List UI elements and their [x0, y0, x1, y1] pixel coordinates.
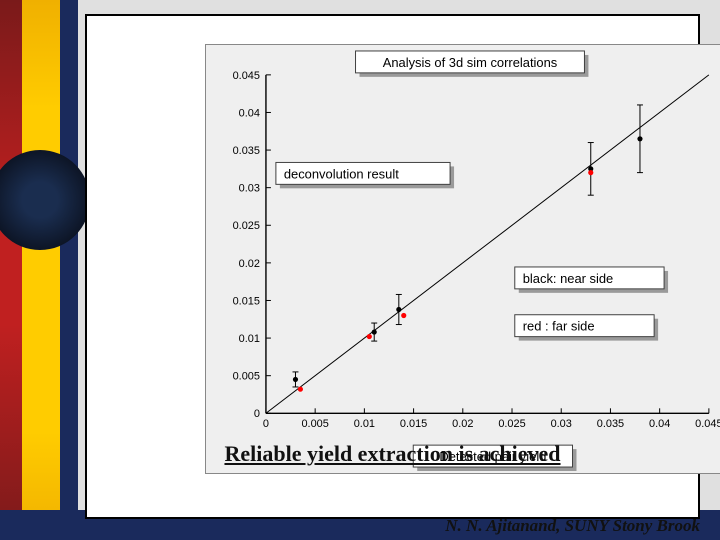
slide: Analysis of 3d sim correlations 0 0.005 0.… — [0, 0, 720, 540]
svg-text:0.035: 0.035 — [597, 418, 624, 430]
svg-text:0.02: 0.02 — [452, 418, 473, 430]
svg-text:0.04: 0.04 — [239, 107, 260, 119]
correlation-chart: Analysis of 3d sim correlations 0 0.005 0.… — [205, 44, 720, 474]
svg-text:0: 0 — [263, 418, 269, 430]
svg-text:0.02: 0.02 — [239, 258, 260, 270]
svg-text:0.045: 0.045 — [695, 418, 720, 430]
svg-text:0.035: 0.035 — [233, 145, 260, 157]
chart-svg: Analysis of 3d sim correlations 0 0.005 0.… — [206, 45, 720, 473]
svg-text:0.045: 0.045 — [233, 70, 260, 82]
chart-title: Analysis of 3d sim correlations — [383, 55, 558, 70]
decor-red-stripe — [0, 0, 22, 540]
svg-text:0.025: 0.025 — [233, 220, 260, 232]
legend-near: black: near side — [523, 271, 614, 286]
svg-text:0.025: 0.025 — [498, 418, 525, 430]
svg-text:0.015: 0.015 — [400, 418, 427, 430]
svg-text:0.04: 0.04 — [649, 418, 670, 430]
svg-text:0.005: 0.005 — [233, 371, 260, 383]
author-credit: N. N. Ajitanand, SUNY Stony Brook — [445, 516, 700, 536]
svg-text:0.03: 0.03 — [239, 183, 260, 195]
content-frame: Analysis of 3d sim correlations 0 0.005 0.… — [85, 14, 700, 519]
svg-text:0.01: 0.01 — [354, 418, 375, 430]
svg-text:0.01: 0.01 — [239, 333, 260, 345]
slide-caption: Reliable yield extraction is achieved — [87, 441, 698, 467]
svg-text:0: 0 — [254, 408, 260, 420]
svg-text:0.03: 0.03 — [551, 418, 572, 430]
legend-deconv: deconvolution result — [284, 166, 399, 181]
svg-text:0.005: 0.005 — [301, 418, 328, 430]
svg-text:0.015: 0.015 — [233, 295, 260, 307]
decor-blue-stripe — [60, 0, 78, 540]
legend-far: red : far side — [523, 319, 595, 334]
